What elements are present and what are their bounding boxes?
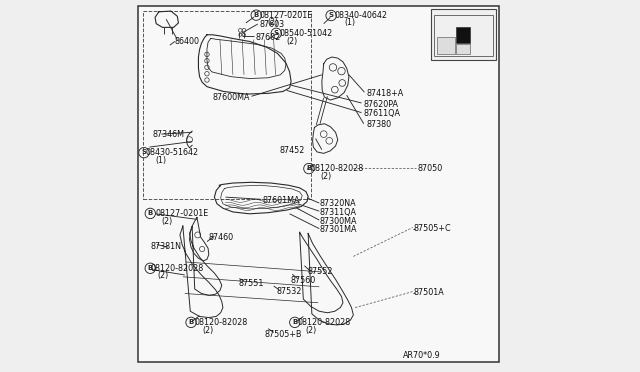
Text: 87603: 87603 xyxy=(260,20,285,29)
Text: (2): (2) xyxy=(157,271,169,280)
Text: 87452: 87452 xyxy=(279,146,305,155)
Text: 87505+B: 87505+B xyxy=(264,330,302,340)
Text: 87301MA: 87301MA xyxy=(320,225,358,234)
Text: 87600MA: 87600MA xyxy=(213,93,250,102)
Text: 87560: 87560 xyxy=(291,276,316,285)
FancyBboxPatch shape xyxy=(456,44,470,54)
Text: (2): (2) xyxy=(320,172,332,181)
Text: B: B xyxy=(148,210,153,216)
Text: 87620PA: 87620PA xyxy=(364,100,399,109)
Text: B: B xyxy=(188,319,194,325)
Text: B: B xyxy=(253,12,259,18)
Text: B: B xyxy=(307,165,312,171)
Text: 87602: 87602 xyxy=(255,33,280,42)
Text: 87346M: 87346M xyxy=(152,130,184,140)
Text: (1): (1) xyxy=(344,19,355,28)
Text: (2): (2) xyxy=(305,326,316,335)
Text: 87501A: 87501A xyxy=(413,288,444,297)
Text: 87380: 87380 xyxy=(366,121,392,129)
FancyBboxPatch shape xyxy=(138,6,499,362)
Text: 87552: 87552 xyxy=(307,267,333,276)
Text: 08430-51642: 08430-51642 xyxy=(145,148,198,157)
Text: 08120-82028: 08120-82028 xyxy=(150,264,204,273)
Text: (2): (2) xyxy=(161,218,173,227)
Circle shape xyxy=(469,37,477,44)
Text: S: S xyxy=(328,12,333,18)
Text: 08120-82028: 08120-82028 xyxy=(298,318,351,327)
Text: 87300MA: 87300MA xyxy=(320,217,358,226)
Text: 87505+C: 87505+C xyxy=(413,224,451,233)
Text: 86400: 86400 xyxy=(175,37,200,46)
Text: 08127-0201E: 08127-0201E xyxy=(260,11,313,20)
Text: (2): (2) xyxy=(287,36,298,46)
Text: S: S xyxy=(274,30,279,36)
FancyBboxPatch shape xyxy=(431,9,496,60)
Text: (2): (2) xyxy=(268,19,278,28)
Text: AR70*0.9: AR70*0.9 xyxy=(403,351,441,360)
Text: 87551: 87551 xyxy=(239,279,264,288)
FancyBboxPatch shape xyxy=(456,28,470,43)
Text: 87601MA: 87601MA xyxy=(262,196,300,205)
Text: 08340-40642: 08340-40642 xyxy=(335,11,388,20)
Text: 87381N: 87381N xyxy=(150,241,181,250)
Text: 87418+A: 87418+A xyxy=(366,89,404,98)
Text: (1): (1) xyxy=(155,156,166,165)
Text: 87611QA: 87611QA xyxy=(364,109,401,118)
Text: 87532: 87532 xyxy=(276,287,301,296)
Text: S: S xyxy=(141,149,147,155)
Text: (2): (2) xyxy=(202,326,213,335)
Text: 08120-82028: 08120-82028 xyxy=(311,164,364,173)
Text: B: B xyxy=(148,265,153,271)
FancyBboxPatch shape xyxy=(436,37,454,54)
Text: 87320NA: 87320NA xyxy=(320,199,356,208)
Text: 87050: 87050 xyxy=(417,164,442,173)
Text: 08120-82028: 08120-82028 xyxy=(195,318,248,327)
Text: 87460: 87460 xyxy=(208,233,233,243)
Text: 08127-0201E: 08127-0201E xyxy=(155,209,209,218)
Text: 87311QA: 87311QA xyxy=(320,208,357,217)
Text: 08540-51042: 08540-51042 xyxy=(279,29,333,38)
Text: B: B xyxy=(292,319,298,325)
